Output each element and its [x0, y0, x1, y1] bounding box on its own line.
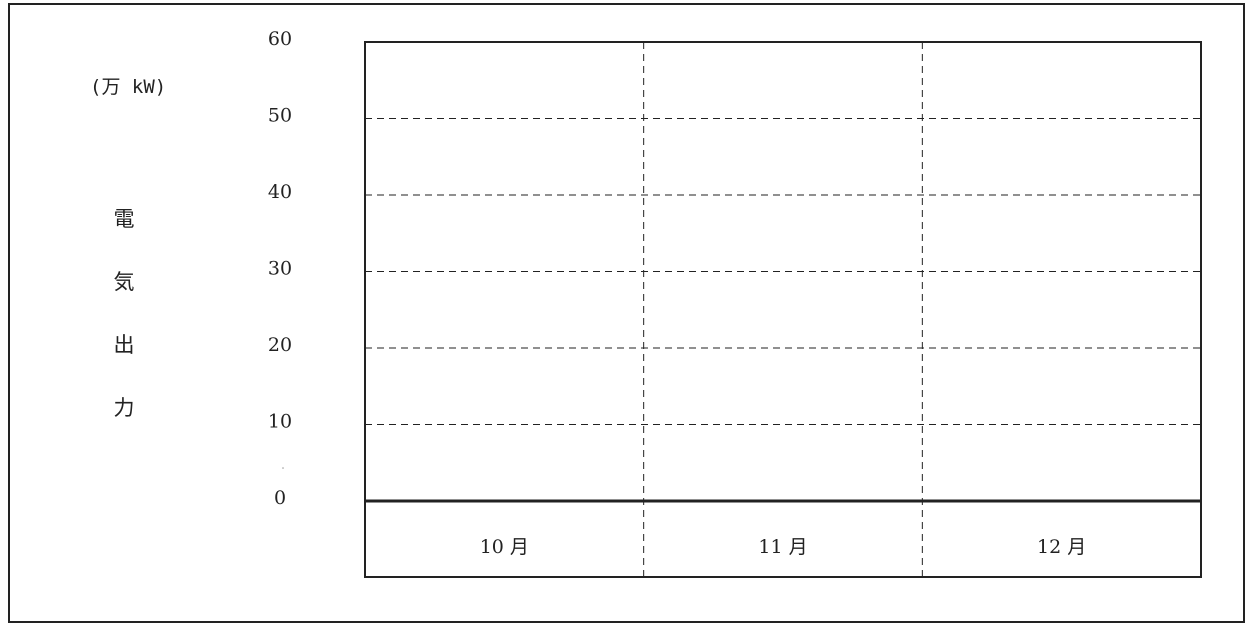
- y-tick-label-0: 0: [274, 487, 286, 509]
- category-label-2: 11 月: [758, 536, 807, 558]
- y-tick-label-40: 40: [268, 181, 292, 203]
- plot-border: [282, 41, 1202, 578]
- y-axis-title-char-4: 力: [114, 396, 135, 420]
- stray-dot: [282, 467, 284, 469]
- y-tick-label-20: 20: [268, 334, 292, 356]
- y-tick-label-10: 10: [268, 411, 292, 433]
- y-tick-label-30: 30: [268, 258, 292, 280]
- category-label-3: 12 月: [1037, 536, 1086, 558]
- category-labels: 10 月 11 月 12 月: [480, 536, 1087, 558]
- y-tick-label-50: 50: [268, 105, 292, 127]
- y-axis-title-char-2: 気: [114, 270, 135, 294]
- grid-lines: [365, 42, 1201, 577]
- unit-label: (万 kW): [90, 76, 166, 98]
- y-axis-title-char-3: 出: [114, 333, 135, 357]
- y-axis-title-char-1: 電: [114, 207, 135, 231]
- category-label-1: 10 月: [480, 536, 529, 558]
- y-tick-label-60: 60: [268, 28, 292, 50]
- plot-frame: [364, 41, 1202, 578]
- y-tick-labels: 0 10 20 30 40 50 60: [268, 28, 292, 509]
